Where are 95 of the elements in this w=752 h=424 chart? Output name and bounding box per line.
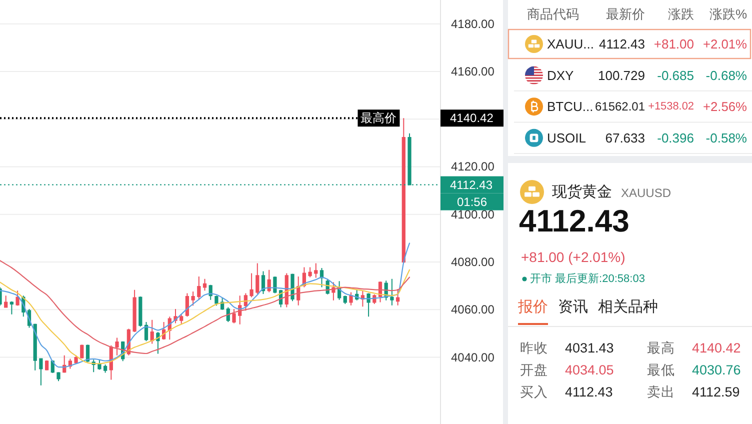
text: 买入 <box>520 384 548 400</box>
text: +81.00 (+2.01%) <box>521 249 626 265</box>
candlestick <box>33 323 37 371</box>
text: +2.56% <box>703 99 747 114</box>
text: -0.68% <box>706 68 748 83</box>
text: 61562.01 <box>595 100 646 114</box>
text: -0.58% <box>706 130 748 146</box>
candlestick <box>138 296 142 328</box>
candlestick <box>144 322 148 342</box>
text: 最新价 <box>606 6 645 22</box>
text: 4112.43 <box>450 178 492 192</box>
y-tick-label: 4040.00 <box>451 350 495 364</box>
candlestick <box>98 359 102 370</box>
text: 开市 最后更新:20:58:03 <box>530 272 645 285</box>
text: XAUU... <box>547 36 594 52</box>
text: DXY <box>547 68 574 83</box>
candlestick <box>115 337 119 356</box>
candlestick <box>44 360 49 371</box>
text: +1538.02 <box>648 100 694 113</box>
text: USOIL <box>547 130 586 146</box>
candlestick <box>214 295 218 306</box>
candlestick <box>226 306 230 323</box>
candlestick <box>366 292 370 318</box>
candlestick <box>4 295 8 308</box>
text: 4112.43 <box>598 36 645 52</box>
text: 涨跌 <box>668 6 694 22</box>
candlestick <box>150 319 154 344</box>
candlestick <box>86 344 90 363</box>
line-series <box>0 269 410 364</box>
candlestick <box>80 344 84 359</box>
candlestick <box>396 288 400 306</box>
candlestick <box>197 276 201 300</box>
candlestick <box>261 270 266 294</box>
text: 最高 <box>647 340 675 356</box>
text: 相关品种 <box>598 298 658 316</box>
text: -0.685 <box>657 68 694 83</box>
text: 开盘 <box>520 362 548 378</box>
ref-line-label: 最高价 <box>360 111 397 126</box>
candlestick <box>390 278 394 306</box>
y-tick-label: 4180.00 <box>451 16 495 31</box>
candlestick <box>232 308 236 324</box>
text: 4112.43 <box>565 384 613 400</box>
text: 报价 <box>517 298 548 316</box>
text: 4140.42 <box>692 340 741 356</box>
text: 4112.43 <box>519 204 630 238</box>
candlestick <box>314 262 318 278</box>
text: 商品代码 <box>527 6 579 22</box>
candlestick <box>156 332 160 354</box>
text: 现货黄金 <box>552 184 612 200</box>
text: 4031.43 <box>565 340 614 356</box>
text: 4034.05 <box>565 362 614 378</box>
y-tick-label: 4160.00 <box>451 64 495 78</box>
text: 67.633 <box>605 130 645 146</box>
y-tick-label: 4080.00 <box>451 255 495 270</box>
candlestick <box>132 289 136 333</box>
candlestick <box>320 267 324 288</box>
text: -0.396 <box>657 130 694 146</box>
text: BTCU... <box>547 99 594 114</box>
text: 资讯 <box>558 298 588 316</box>
text: +81.00 <box>654 36 694 52</box>
candlestick <box>402 118 406 263</box>
candlestick <box>308 266 312 278</box>
candlestick <box>250 272 254 298</box>
candlestick <box>56 372 60 382</box>
text: XAUUSD <box>621 186 672 200</box>
text: 涨跌% <box>709 6 748 22</box>
candlestick <box>39 358 43 386</box>
y-tick-label: 4120.00 <box>451 160 495 174</box>
text: 4030.76 <box>692 362 741 378</box>
candlestick <box>256 262 260 294</box>
text: 4112.59 <box>692 384 740 400</box>
candlestick <box>202 278 207 292</box>
candlestick <box>343 295 347 304</box>
candlestick <box>62 354 66 374</box>
candlestick <box>103 364 108 374</box>
y-tick-label: 4100.00 <box>451 207 495 222</box>
candlestick <box>74 354 78 364</box>
candlestick <box>191 291 195 306</box>
candlestick <box>185 292 190 318</box>
candlestick <box>180 314 184 324</box>
y-tick-label: 4060.00 <box>451 302 495 317</box>
candlestick <box>267 269 271 293</box>
text: 100.729 <box>598 68 645 83</box>
text: 01:56 <box>456 194 488 209</box>
text: 最低 <box>647 362 675 378</box>
text: 昨收 <box>520 340 548 356</box>
text: +2.01% <box>703 36 747 52</box>
text: 4140.42 <box>450 111 494 126</box>
line-series <box>0 242 410 368</box>
candlestick <box>349 292 353 306</box>
line-series <box>0 260 410 354</box>
text: 卖出 <box>647 384 675 400</box>
candlestick <box>16 290 20 306</box>
candlestick <box>273 276 277 294</box>
candlestick <box>10 300 14 315</box>
